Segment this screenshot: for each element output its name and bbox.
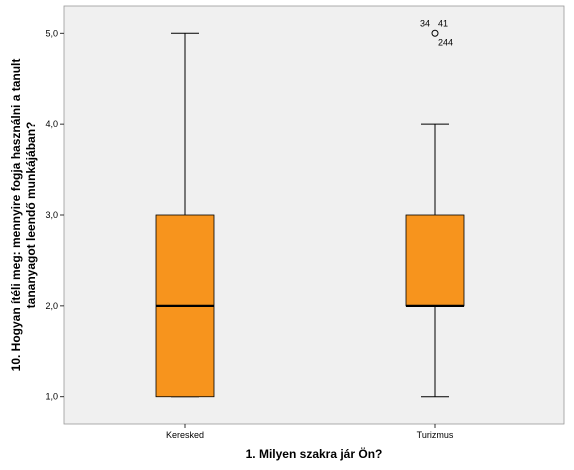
- x-axis-title: 1. Milyen szakra jár Ön?: [246, 446, 383, 461]
- box-keresked: [155, 32, 215, 398]
- y-tick-label: 3,0: [45, 210, 58, 220]
- boxes-group: 34 41 244: [155, 18, 465, 398]
- y-axis-title-line-2: tananyagot leendő munkájában?: [24, 122, 38, 309]
- y-tick-label: 4,0: [45, 119, 58, 129]
- outlier-label: 41: [438, 18, 448, 28]
- x-tick-label: Turizmus: [417, 430, 454, 440]
- outlier-point: [431, 29, 439, 37]
- y-tick-label: 2,0: [45, 301, 58, 311]
- outlier-label: 244: [438, 37, 453, 47]
- x-axis: Keresked Turizmus: [166, 424, 454, 440]
- iqr-box: [405, 214, 465, 307]
- y-tick-label: 1,0: [45, 392, 58, 402]
- plot-area: [63, 5, 565, 425]
- x-tick-label: Keresked: [166, 430, 204, 440]
- y-axis-title: 10. Hogyan ítéli meg: mennyire fogja has…: [9, 59, 38, 372]
- y-axis-title-line-1: 10. Hogyan ítéli meg: mennyire fogja has…: [9, 59, 23, 372]
- y-tick-label: 5,0: [45, 28, 58, 38]
- box-turizmus: 34 41 244: [405, 18, 465, 398]
- outlier-label: 34: [420, 18, 430, 28]
- y-axis: 1,0 2,0 3,0 4,0 5,0: [45, 28, 64, 402]
